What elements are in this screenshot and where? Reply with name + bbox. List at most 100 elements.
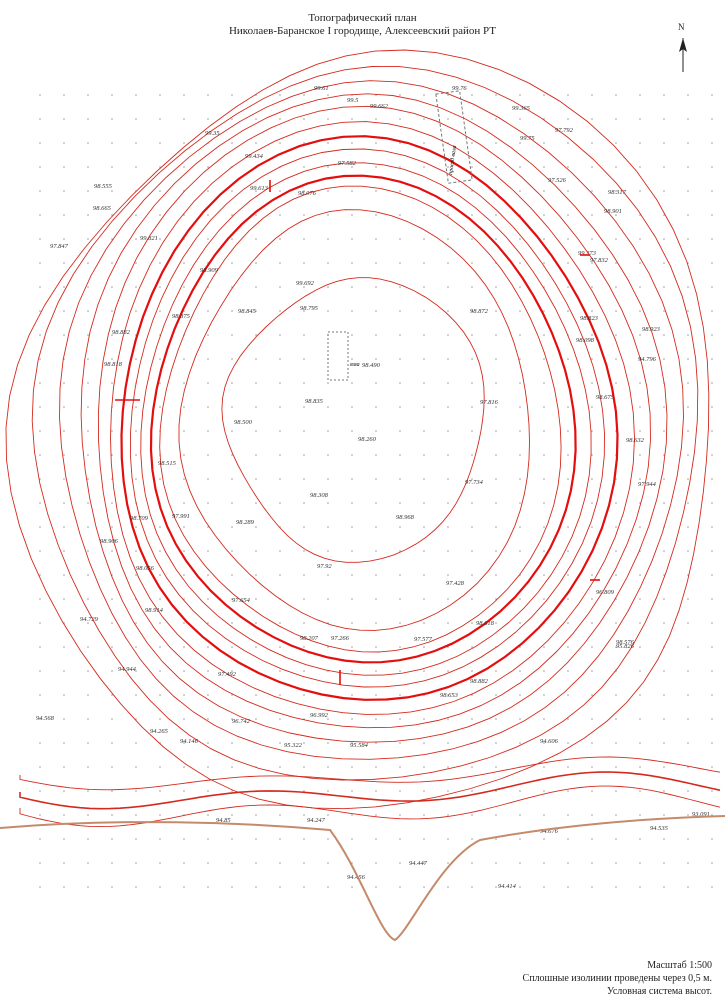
grid-dot	[111, 886, 113, 888]
grid-dot	[351, 598, 353, 600]
grid-dot	[351, 382, 353, 384]
grid-dot	[87, 550, 89, 552]
grid-dot	[639, 334, 641, 336]
grid-dot	[567, 238, 569, 240]
grid-dot	[519, 478, 521, 480]
grid-dot	[351, 814, 353, 816]
north-letter: N	[678, 22, 685, 32]
grid-dot	[663, 310, 665, 312]
grid-dot	[567, 262, 569, 264]
grid-dot	[351, 670, 353, 672]
grid-dot	[63, 790, 65, 792]
grid-dot	[639, 430, 641, 432]
grid-dot	[567, 742, 569, 744]
grid-dot	[687, 694, 689, 696]
grid-dot	[687, 454, 689, 456]
grid-dot	[207, 838, 209, 840]
grid-dot	[351, 118, 353, 120]
grid-dot	[303, 94, 305, 96]
grid-dot	[399, 286, 401, 288]
grid-dot	[447, 550, 449, 552]
grid-dot	[567, 526, 569, 528]
grid-dot	[279, 478, 281, 480]
grid-dot	[423, 238, 425, 240]
grid-dot	[135, 214, 137, 216]
grid-dot	[279, 286, 281, 288]
grid-dot	[87, 670, 89, 672]
grid-dot	[255, 526, 257, 528]
grid-dot	[327, 166, 329, 168]
grid-dot	[639, 454, 641, 456]
grid-dot	[207, 406, 209, 408]
grid-dot	[399, 142, 401, 144]
grid-dot	[63, 694, 65, 696]
grid-dot	[615, 862, 617, 864]
spot-height-label: 98.308	[310, 492, 329, 499]
spot-height-label: 94.247	[307, 817, 326, 824]
grid-dot	[135, 310, 137, 312]
grid-dot	[87, 238, 89, 240]
grid-dot	[63, 118, 65, 120]
grid-dot	[567, 862, 569, 864]
grid-dot	[207, 646, 209, 648]
grid-dot	[279, 574, 281, 576]
grid-dot	[255, 646, 257, 648]
grid-dot	[183, 382, 185, 384]
grid-dot	[279, 886, 281, 888]
grid-dot	[615, 262, 617, 264]
grid-dot	[447, 190, 449, 192]
grid-dot	[231, 118, 233, 120]
grid-dot	[255, 262, 257, 264]
grid-dot	[447, 886, 449, 888]
grid-dot	[543, 526, 545, 528]
grid-dot	[567, 454, 569, 456]
grid-dot	[543, 790, 545, 792]
grid-dot	[639, 622, 641, 624]
grid-dot	[351, 358, 353, 360]
grid-dot	[303, 862, 305, 864]
grid-dot	[447, 718, 449, 720]
grid-dot	[39, 358, 41, 360]
spot-height-label: 99.75	[520, 135, 535, 142]
contour-line	[5, 49, 710, 810]
grid-dot	[351, 454, 353, 456]
grid-dot	[687, 478, 689, 480]
grid-dot	[327, 382, 329, 384]
grid-dot	[135, 262, 137, 264]
grid-dot	[399, 670, 401, 672]
grid-dot	[495, 190, 497, 192]
spot-height-label: 98.490	[362, 362, 381, 369]
grid-dot	[207, 94, 209, 96]
grid-dot	[639, 790, 641, 792]
grid-dot	[663, 814, 665, 816]
grid-dot	[207, 502, 209, 504]
grid-dot	[207, 718, 209, 720]
grid-dot	[351, 694, 353, 696]
grid-dot	[279, 358, 281, 360]
grid-dot	[519, 262, 521, 264]
grid-dot	[111, 550, 113, 552]
grid-dot	[231, 550, 233, 552]
grid-dot	[399, 790, 401, 792]
grid-dot	[327, 742, 329, 744]
grid-dot	[495, 478, 497, 480]
grid-dot	[639, 694, 641, 696]
grid-dot	[207, 862, 209, 864]
grid-dot	[375, 502, 377, 504]
spot-height-label: 99.61	[314, 85, 329, 92]
grid-dot	[39, 262, 41, 264]
grid-dot	[543, 454, 545, 456]
spot-height-label: 98.098	[576, 337, 595, 344]
grid-dot	[303, 814, 305, 816]
grid-dot	[495, 214, 497, 216]
grid-dot	[87, 646, 89, 648]
grid-dot	[303, 502, 305, 504]
grid-dot	[687, 142, 689, 144]
grid-dot	[471, 718, 473, 720]
grid-dot	[471, 862, 473, 864]
spot-height-label: 98.076	[298, 190, 317, 197]
grid-dot	[471, 838, 473, 840]
grid-dot	[591, 430, 593, 432]
spot-height-label: 94.265	[150, 728, 169, 735]
grid-dot	[87, 862, 89, 864]
